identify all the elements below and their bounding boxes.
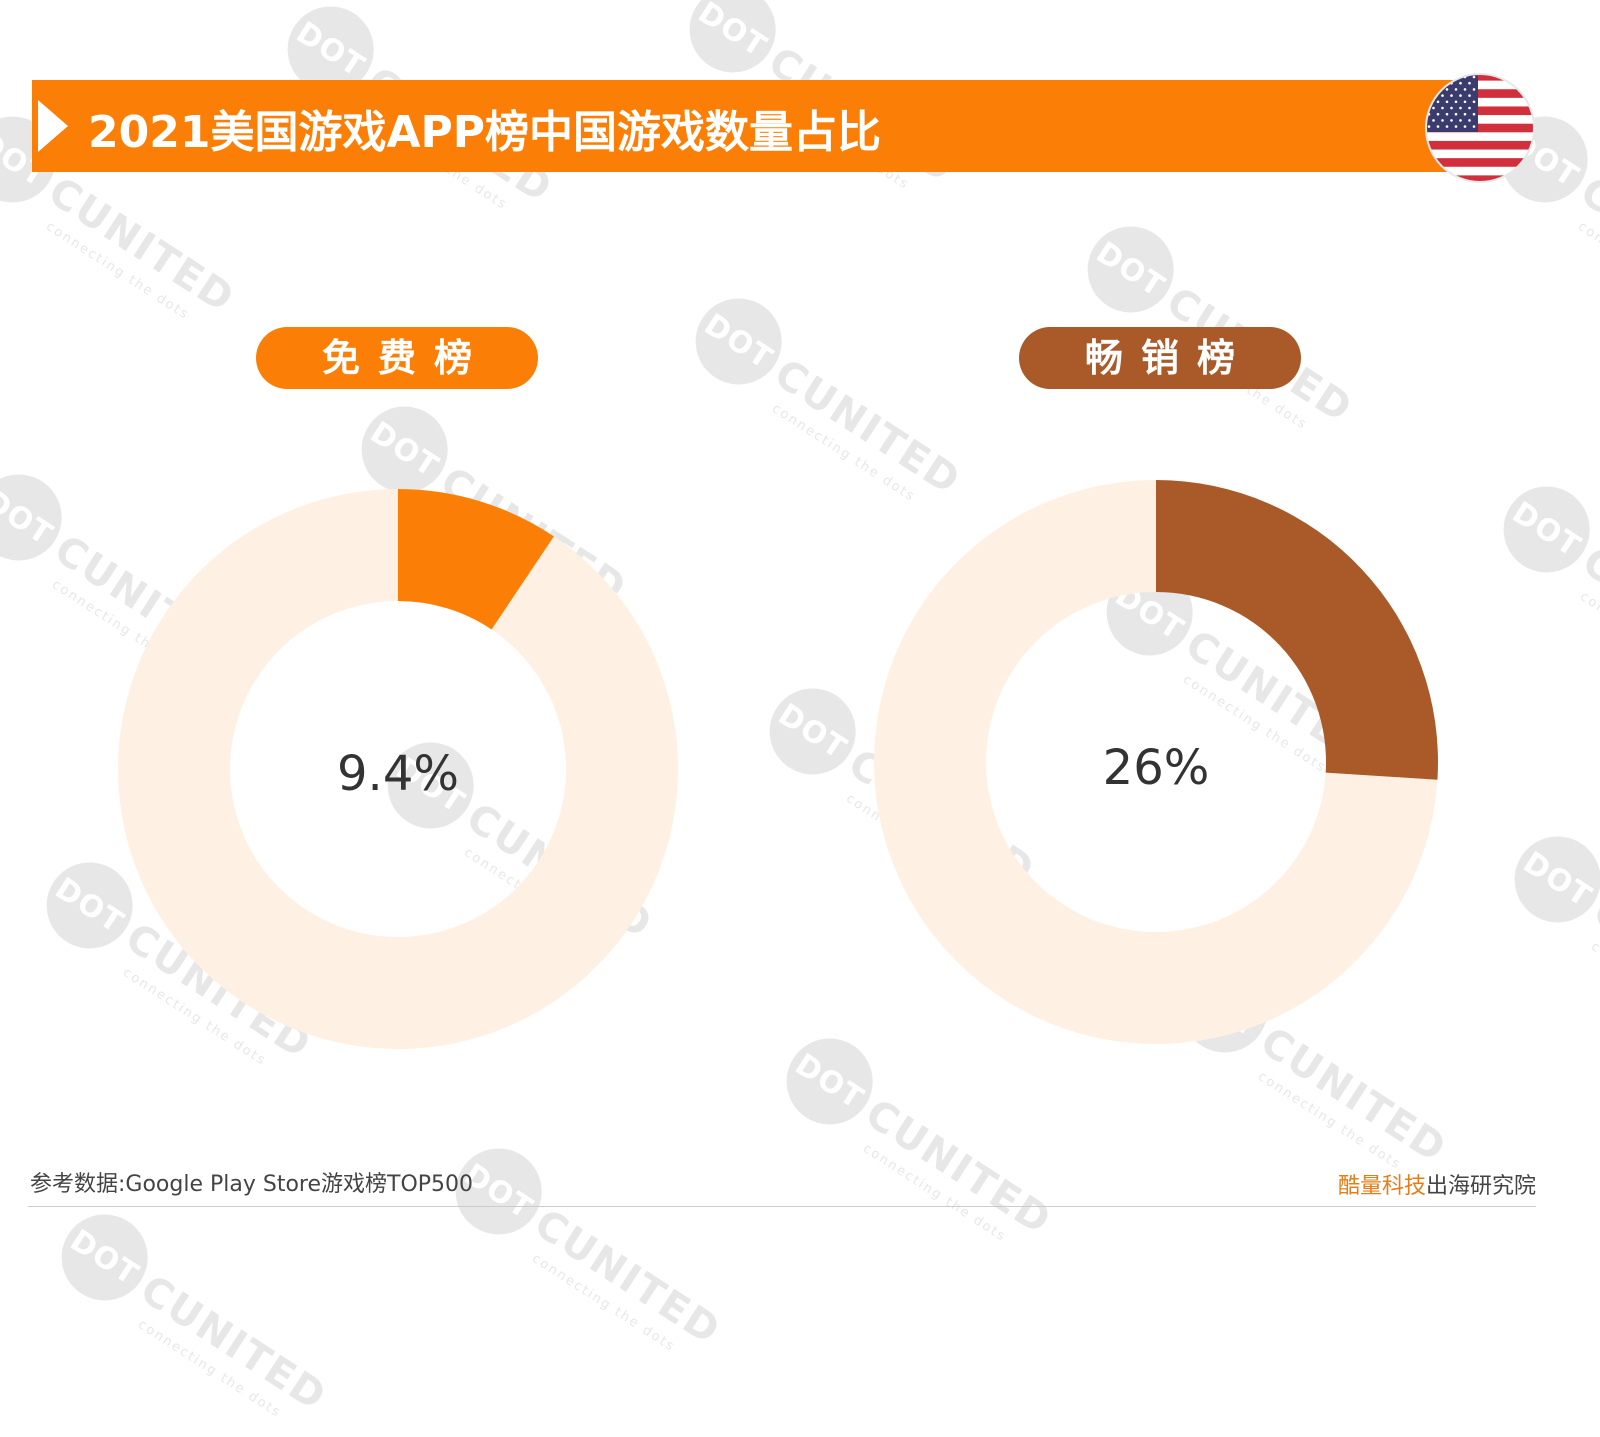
footer-divider: [28, 1206, 1536, 1207]
flag-stripe: [1426, 140, 1534, 150]
brand-credit: 酷量科技出海研究院: [1338, 1168, 1536, 1200]
grossing-donut: 26%: [873, 480, 1438, 1044]
flag-stripe: [1426, 74, 1534, 81]
flag-star: [1463, 125, 1467, 128]
brand-highlight: 酷量科技: [1337, 1174, 1426, 1199]
flag-stripe: [1426, 175, 1534, 182]
flag-star: [1454, 112, 1458, 116]
grossing-donut-share-slice: [1156, 480, 1438, 780]
flag-star: [1450, 106, 1453, 110]
flag-star: [1432, 106, 1435, 110]
flag-star: [1459, 106, 1462, 110]
flag-star: [1472, 100, 1476, 104]
title-bar: [32, 80, 1462, 172]
flag-star: [1468, 106, 1471, 110]
flag-stripe: [1426, 158, 1534, 167]
flag-stripe: [1426, 106, 1534, 116]
flag-star: [1450, 94, 1453, 97]
flag-star: [1445, 100, 1449, 104]
flag-star: [1445, 125, 1449, 128]
data-source-note: 参考数据:Google Play Store游戏榜TOP500: [30, 1172, 474, 1197]
play-arrow-icon: [38, 100, 68, 152]
flag-star: [1463, 88, 1467, 91]
free-share-value: 9.4%: [337, 746, 459, 802]
flag-star: [1445, 88, 1449, 91]
flag-star: [1472, 75, 1476, 79]
free-donut-track: [117, 489, 678, 1049]
flag-star: [1468, 119, 1471, 122]
flag-star: [1436, 125, 1440, 128]
grossing-donut-track: [873, 480, 1438, 1044]
flag-star: [1472, 125, 1476, 128]
flag-star: [1454, 125, 1458, 128]
flag-star: [1427, 125, 1431, 128]
flag-star: [1450, 119, 1453, 122]
flag-star: [1463, 100, 1467, 104]
flag-star: [1468, 81, 1471, 85]
watermark-tagline: connecting the dots: [135, 1317, 284, 1422]
grossing-chart-label: 畅销榜: [1019, 327, 1301, 389]
page-title: 2021美国游戏APP榜中国游戏数量占比: [88, 107, 882, 158]
flag-star: [1459, 94, 1462, 97]
flag-star: [1459, 119, 1462, 122]
flag-star: [1436, 100, 1440, 104]
flag-star: [1432, 119, 1435, 122]
flag-star: [1472, 112, 1476, 116]
grossing-share-value: 26%: [1103, 740, 1210, 796]
flag-star: [1454, 100, 1458, 104]
flag-star: [1463, 112, 1467, 116]
us-flag-icon: [1425, 73, 1535, 183]
flag-star: [1436, 112, 1440, 116]
flag-stripe: [1426, 89, 1534, 98]
flag-star: [1441, 106, 1444, 110]
flag-star: [1472, 88, 1476, 91]
brand-rest: 出海研究院: [1425, 1174, 1536, 1199]
free-donut-share-slice: [398, 489, 554, 630]
flag-stripe: [1426, 123, 1534, 133]
free-donut: 9.4%: [117, 489, 678, 1049]
flag-star: [1441, 119, 1444, 122]
flag-star: [1468, 94, 1471, 97]
flag-star: [1445, 112, 1449, 116]
donut-charts: 9.4% 26%: [117, 480, 1438, 1049]
free-chart-label: 免费榜: [256, 327, 538, 389]
flag-star: [1454, 88, 1458, 91]
flag-star: [1441, 94, 1444, 97]
flag-star: [1459, 81, 1462, 85]
